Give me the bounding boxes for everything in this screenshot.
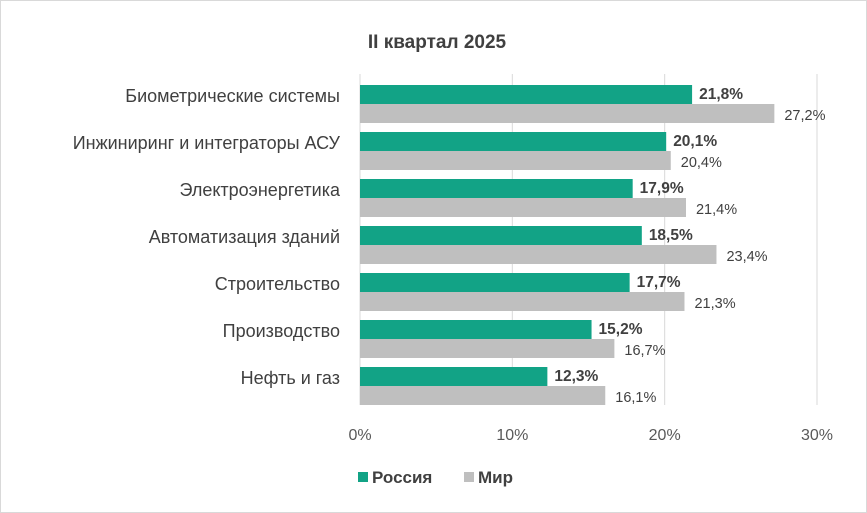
data-label-world: 21,4%	[696, 202, 737, 218]
data-label-world: 16,7%	[624, 343, 665, 359]
bar-world	[360, 339, 615, 358]
chart-title: II квартал 2025	[368, 32, 507, 53]
data-label-world: 20,4%	[681, 155, 722, 171]
bar-world	[360, 292, 685, 311]
x-tick-label: 30%	[801, 427, 833, 444]
bar-russia	[360, 179, 633, 198]
bars: 21,8% 27,2% 20,1% 20,4% 17,9% 21,4%18,5% 23,4%…	[360, 85, 826, 406]
legend-swatch-russia	[358, 472, 368, 482]
data-label-russia: 18,5%	[649, 227, 693, 244]
category-label: Нефть и газ	[241, 368, 340, 388]
bar-world	[360, 104, 775, 123]
bar-russia	[360, 367, 548, 386]
bar-world	[360, 386, 606, 405]
bar-russia	[360, 320, 592, 339]
legend-label-world: Мир	[478, 468, 513, 487]
data-label-russia: 17,9%	[640, 180, 684, 197]
legend-label-russia: Россия	[372, 468, 432, 487]
x-tick-label: 10%	[496, 427, 528, 444]
bar-world	[360, 245, 717, 264]
data-label-russia: 17,7%	[637, 274, 681, 291]
data-label-world: 23,4%	[726, 249, 767, 265]
category-label: Инжиниринг и интеграторы АСУ	[73, 133, 341, 153]
legend: Россия Мир	[358, 468, 513, 487]
bar-world	[360, 151, 671, 170]
legend-swatch-world	[464, 472, 474, 482]
category-label: Строительство	[215, 274, 340, 294]
category-label: Электроэнергетика	[179, 180, 340, 200]
data-label-russia: 12,3%	[554, 368, 598, 385]
data-label-russia: 20,1%	[673, 133, 717, 150]
data-label-world: 21,3%	[694, 296, 735, 312]
bar-russia	[360, 273, 630, 292]
bar-world	[360, 198, 686, 217]
data-label-world: 16,1%	[615, 390, 656, 406]
x-tick-label: 0%	[348, 427, 371, 444]
bar-russia	[360, 85, 693, 104]
bar-russia	[360, 132, 667, 151]
category-labels: Биометрические системы Инжиниринг и интег…	[73, 86, 341, 388]
category-label: Автоматизация зданий	[149, 227, 340, 247]
x-axis-ticks: 0% 10% 20% 30%	[348, 427, 833, 444]
category-label: Производство	[223, 321, 340, 341]
x-tick-label: 20%	[649, 427, 681, 444]
data-label-world: 27,2%	[784, 108, 825, 124]
data-label-russia: 21,8%	[699, 86, 743, 103]
category-label: Биометрические системы	[125, 86, 340, 106]
bar-russia	[360, 226, 642, 245]
data-label-russia: 15,2%	[599, 321, 643, 338]
